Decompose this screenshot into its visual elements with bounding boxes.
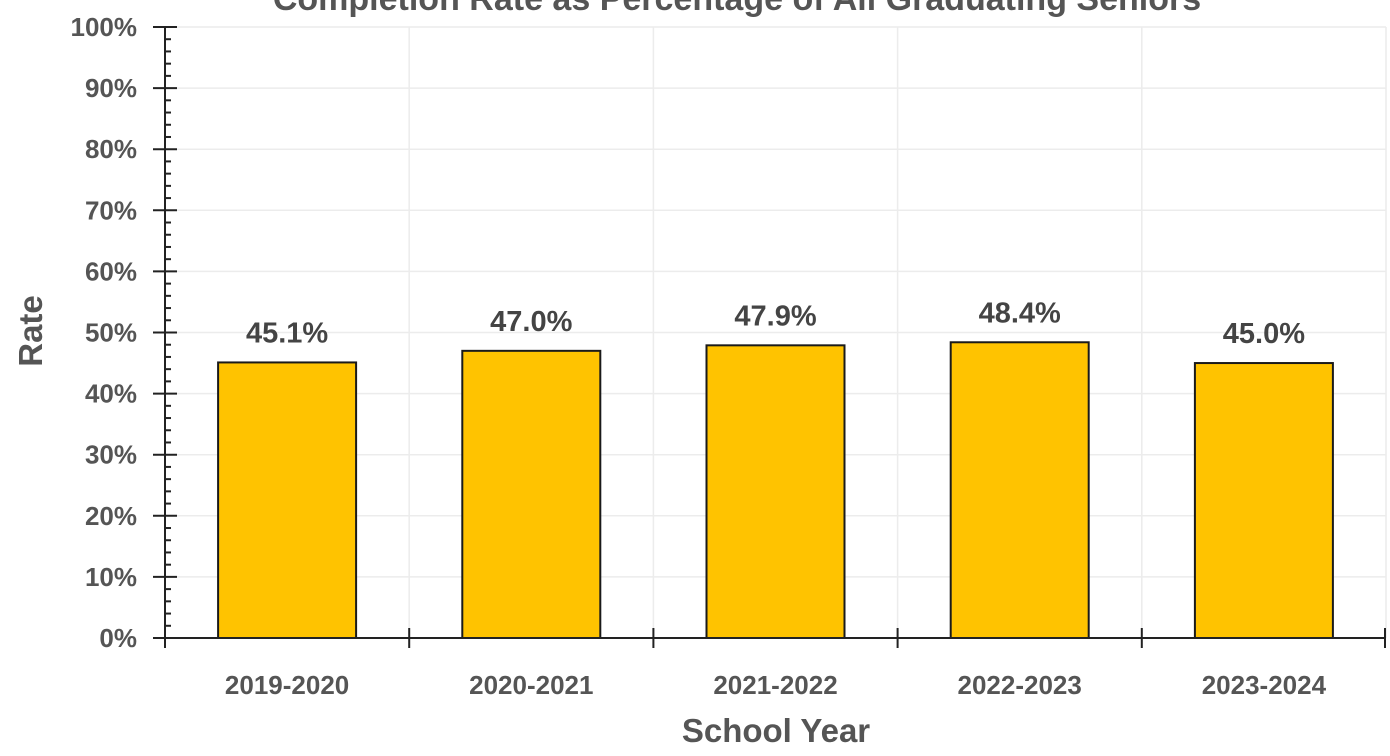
bar-2021-2022 bbox=[705, 344, 846, 639]
y-tick-label: 10% bbox=[85, 562, 137, 592]
bar-2020-2021 bbox=[461, 349, 602, 639]
bar-2019-2020 bbox=[217, 361, 358, 639]
bar-2023-2024 bbox=[1193, 362, 1334, 639]
y-tick-label: 50% bbox=[85, 318, 137, 348]
y-axis-title: Rate bbox=[12, 295, 49, 367]
y-tick-label: 90% bbox=[85, 73, 137, 103]
x-tick-label: 2020-2021 bbox=[469, 670, 593, 700]
x-tick-label: 2021-2022 bbox=[713, 670, 837, 700]
y-tick-label: 40% bbox=[85, 379, 137, 409]
bar-2022-2023 bbox=[949, 341, 1090, 639]
chart-title: Completion Rate as Percentage of All Gra… bbox=[273, 0, 1201, 18]
data-label: 45.1% bbox=[246, 317, 328, 349]
x-axis-title: School Year bbox=[682, 712, 870, 749]
data-label: 47.9% bbox=[734, 300, 816, 332]
y-tick-label: 20% bbox=[85, 501, 137, 531]
gridlines bbox=[165, 26, 1387, 638]
data-label: 47.0% bbox=[490, 306, 572, 338]
y-tick-label: 0% bbox=[99, 623, 137, 653]
labels: 45.1% 2019-2020 47.0% 2020-2021 47.9% 2021-20… bbox=[71, 12, 1327, 700]
axes bbox=[153, 26, 1386, 648]
bars bbox=[217, 341, 1334, 639]
y-tick-label: 80% bbox=[85, 134, 137, 164]
data-label: 48.4% bbox=[979, 297, 1061, 329]
y-tick-label: 70% bbox=[85, 195, 137, 225]
x-tick-label: 2019-2020 bbox=[225, 670, 349, 700]
y-tick-label: 60% bbox=[85, 256, 137, 286]
y-tick-label: 100% bbox=[71, 12, 138, 42]
y-tick-label: 30% bbox=[85, 440, 137, 470]
x-tick-label: 2023-2024 bbox=[1202, 670, 1327, 700]
x-tick-label: 2022-2023 bbox=[958, 670, 1082, 700]
data-label: 45.0% bbox=[1223, 318, 1305, 350]
